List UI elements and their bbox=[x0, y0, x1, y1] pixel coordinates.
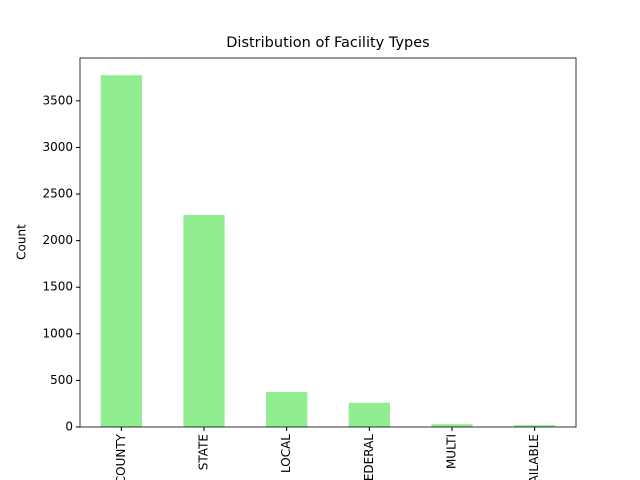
x-tick-label: MULTI bbox=[445, 434, 459, 469]
bar bbox=[514, 425, 556, 427]
y-axis-label: Count bbox=[15, 224, 29, 260]
x-tick-label: STATE bbox=[197, 434, 211, 470]
chart-title: Distribution of Facility Types bbox=[226, 35, 429, 51]
y-tick-label: 1000 bbox=[42, 326, 73, 340]
plot-frame bbox=[79, 57, 577, 428]
bar bbox=[183, 215, 225, 427]
y-tick-label: 2500 bbox=[42, 187, 73, 201]
x-tick-label: COUNTY bbox=[114, 433, 128, 480]
y-tick-label: 3000 bbox=[42, 140, 73, 154]
y-tick-label: 1500 bbox=[42, 280, 73, 294]
y-tick-label: 500 bbox=[50, 373, 73, 387]
x-tick-label: LOCAL bbox=[279, 434, 293, 473]
x-tick-label: UNAVAILABLE bbox=[527, 434, 541, 480]
y-tick-label: 0 bbox=[65, 420, 73, 434]
y-tick-label: 3500 bbox=[42, 93, 73, 107]
bar bbox=[348, 402, 390, 427]
x-tick-label: FEDERAL bbox=[362, 434, 376, 480]
bar bbox=[266, 392, 308, 427]
bar bbox=[431, 424, 473, 427]
y-tick-label: 2000 bbox=[42, 233, 73, 247]
bar bbox=[100, 75, 142, 427]
